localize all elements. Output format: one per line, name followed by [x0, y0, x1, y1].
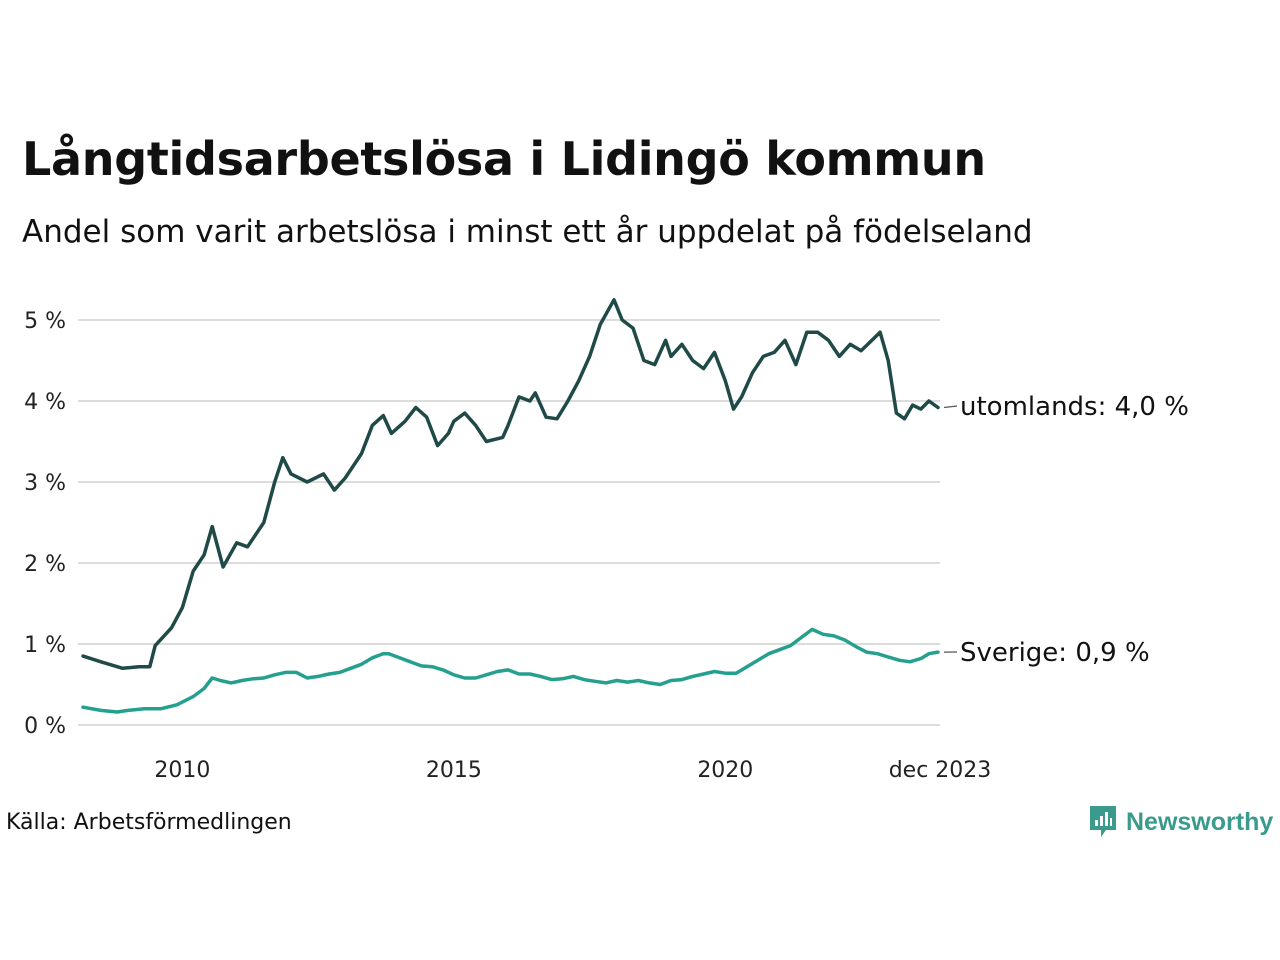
y-tick-label: 3 %: [24, 471, 66, 496]
y-tick-label: 5 %: [24, 309, 66, 334]
x-tick-label: 2010: [154, 758, 210, 783]
label-leader-utomlands: [943, 405, 958, 409]
newsworthy-logo[interactable]: Newsworthy: [1088, 804, 1273, 840]
x-tick-label: dec 2023: [889, 758, 992, 783]
x-tick-label: 2015: [426, 758, 482, 783]
chart-title: Långtidsarbetslösa i Lidingö kommun: [22, 132, 986, 186]
newsworthy-icon: [1090, 806, 1116, 837]
y-tick-label: 1 %: [24, 633, 66, 658]
source-note: Källa: Arbetsförmedlingen: [6, 810, 292, 835]
y-tick-label: 0 %: [24, 714, 66, 739]
y-tick-label: 2 %: [24, 552, 66, 577]
series-line-sverige: [81, 627, 940, 714]
brand-name: Newsworthy: [1126, 807, 1274, 836]
series-label-utomlands: utomlands: 4,0 %: [960, 392, 1189, 422]
chart-subtitle: Andel som varit arbetslösa i minst ett å…: [22, 214, 1033, 250]
series-line-utomlands: [81, 298, 940, 671]
x-tick-label: 2020: [697, 758, 753, 783]
y-tick-label: 4 %: [24, 390, 66, 415]
series-label-sverige: Sverige: 0,9 %: [960, 638, 1150, 668]
